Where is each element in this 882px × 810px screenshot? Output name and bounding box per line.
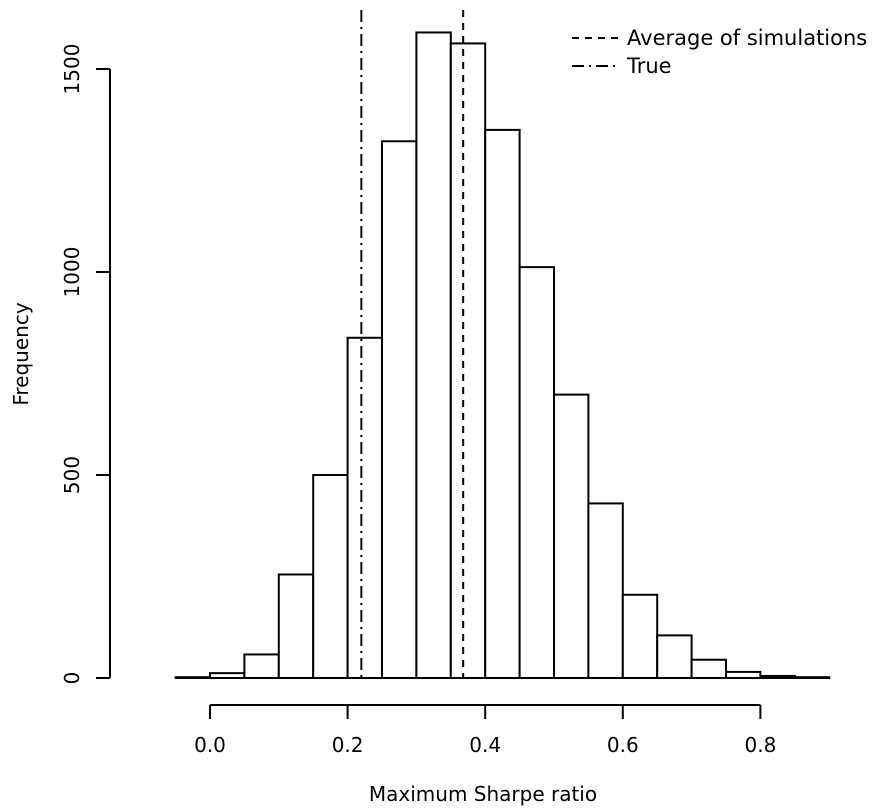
histogram-bar	[553, 393, 590, 679]
histogram-bar	[415, 31, 452, 679]
histogram-bars	[174, 31, 831, 680]
histogram-bar	[484, 128, 521, 679]
reference-lines	[360, 10, 465, 678]
histogram-bar	[209, 672, 246, 680]
histogram-bar	[690, 658, 727, 679]
y-tick-label: 1000	[60, 247, 84, 298]
x-axis: 0.0 0.2 0.4 0.6 0.8	[194, 704, 776, 757]
y-tick-label: 0	[60, 672, 84, 685]
x-tick-label: 0.4	[469, 733, 501, 757]
histogram-bar	[518, 266, 555, 679]
histogram-bar	[759, 674, 796, 679]
y-tick-label: 1500	[60, 44, 84, 95]
histogram-bar	[243, 653, 280, 680]
histogram-bar	[312, 474, 349, 679]
histogram-bar	[174, 676, 212, 680]
legend-label: True	[626, 54, 672, 78]
histogram-bar	[656, 634, 693, 679]
legend-label: Average of simulations	[627, 26, 867, 50]
histogram-bar	[449, 42, 487, 680]
x-tick-label: 0.2	[332, 733, 364, 757]
legend: Average of simulations True	[572, 26, 867, 78]
x-tick-label: 0.0	[194, 733, 226, 757]
histogram-bar	[621, 593, 659, 680]
x-axis-title: Maximum Sharpe ratio	[369, 782, 597, 806]
x-tick-label: 0.6	[607, 733, 639, 757]
x-tick-label: 0.8	[744, 733, 776, 757]
histogram-bar	[587, 502, 624, 680]
histogram-bar	[277, 573, 315, 679]
histogram-bar	[381, 140, 418, 679]
y-tick-label: 500	[60, 456, 84, 494]
histogram-bar	[793, 676, 831, 680]
histogram-bar	[346, 336, 384, 679]
y-axis-title: Frequency	[9, 302, 33, 405]
y-axis: 0 500 1000 1500	[60, 44, 111, 685]
histogram-bar	[725, 670, 762, 679]
